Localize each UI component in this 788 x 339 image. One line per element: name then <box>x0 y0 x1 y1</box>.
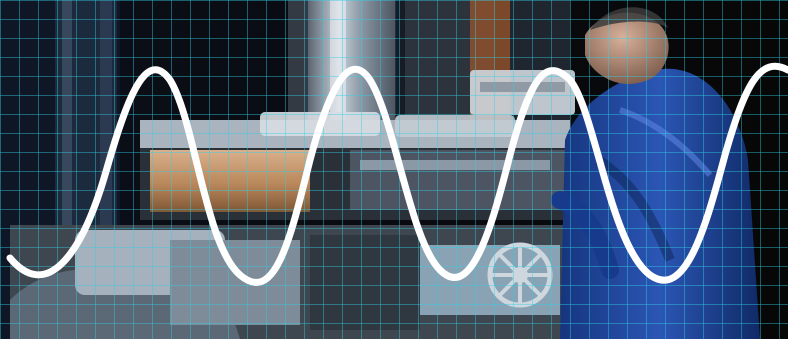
sine-wave <box>6 62 788 286</box>
